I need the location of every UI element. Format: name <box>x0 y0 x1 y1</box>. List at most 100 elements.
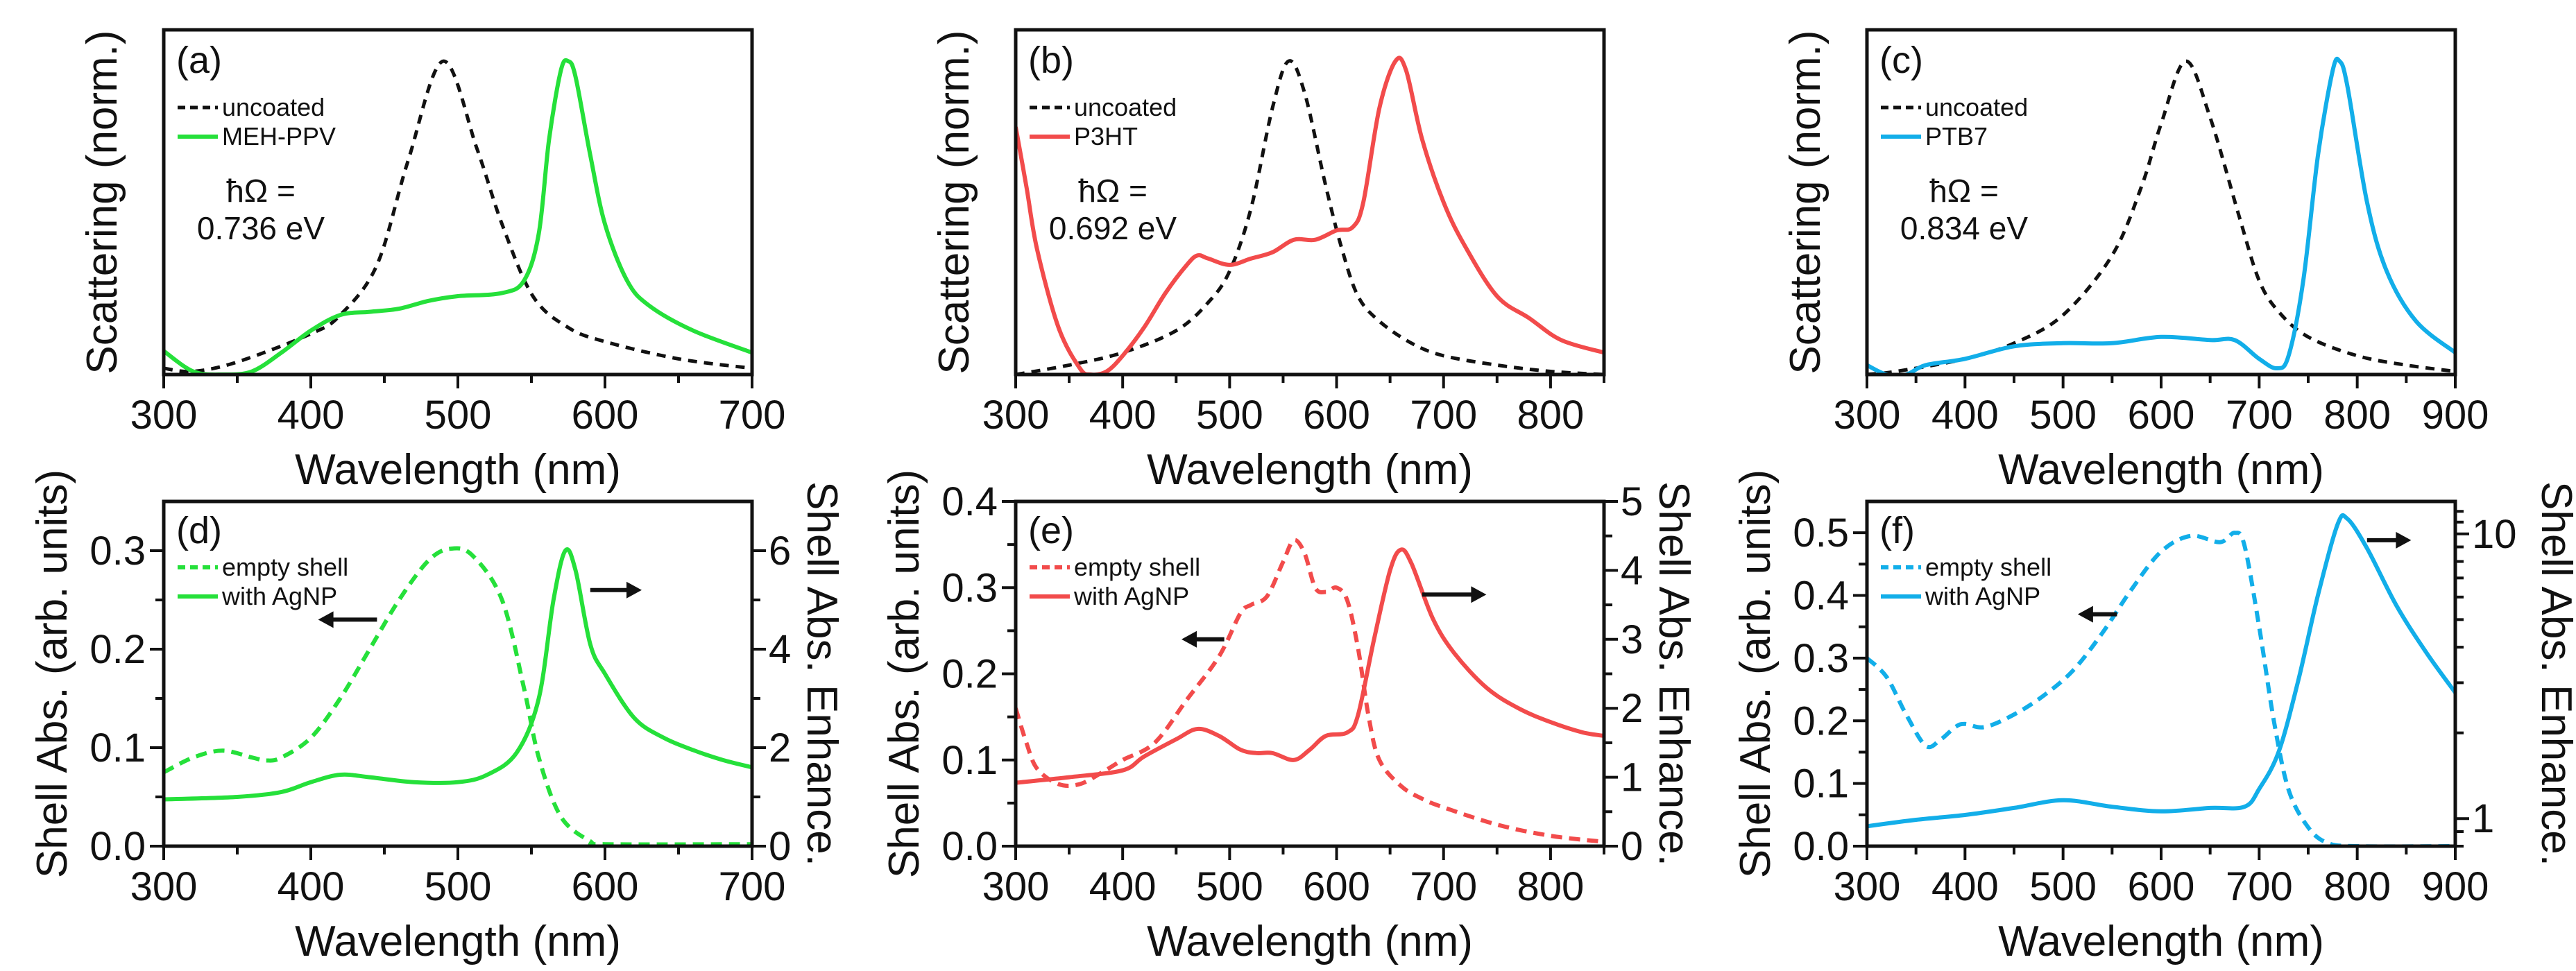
y-tick-label: 0.1 <box>1793 762 1849 807</box>
y-tick-label: 0.1 <box>89 725 146 771</box>
x-tick-label: 700 <box>719 864 786 909</box>
x-tick-label: 700 <box>1410 864 1477 909</box>
x-tick-label: 300 <box>982 393 1050 438</box>
x-tick-label: 600 <box>1303 864 1370 909</box>
y-tick-label: 0.5 <box>1793 510 1849 556</box>
x-tick-label: 900 <box>2422 393 2489 438</box>
y-tick-label: 0.0 <box>941 824 998 869</box>
rabi-splitting-label: ħΩ = <box>226 173 296 209</box>
y2-tick-label: 4 <box>769 627 791 672</box>
rabi-splitting-value: 0.736 eV <box>197 210 325 246</box>
rabi-splitting-label: ħΩ = <box>1078 173 1148 209</box>
x-axis-title: Wavelength (nm) <box>1998 446 2324 494</box>
y-tick-label: 0.4 <box>1793 574 1849 619</box>
arrowhead-icon <box>626 581 642 599</box>
series-line-empty-shell <box>1867 531 2455 846</box>
y-axis-title: Scattering (norm.) <box>78 30 126 374</box>
x-tick-label: 700 <box>719 393 786 438</box>
legend-label: empty shell <box>1925 553 2052 581</box>
legend-label: P3HT <box>1074 122 1138 151</box>
rabi-splitting-value: 0.692 eV <box>1049 210 1177 246</box>
panel-label: (b) <box>1028 40 1074 81</box>
y-axis-title: Shell Abs. (arb. units) <box>1732 470 1780 878</box>
x-tick-label: 500 <box>425 393 492 438</box>
legend-label: uncoated <box>1074 93 1177 121</box>
x-tick-label: 500 <box>2029 393 2097 438</box>
panel-d: 300 400 500 600 700 Wavelength (nm) Shell Abs.… <box>28 470 846 965</box>
panel-e: 300 400 500 600 700 800 Wavelength (nm) Shell A… <box>880 470 1698 965</box>
x-tick-label: 400 <box>1931 393 1999 438</box>
series-line-ptb7 <box>1867 56 2455 375</box>
y2-tick-label: 1 <box>1621 755 1643 800</box>
x-tick-label: 600 <box>1303 393 1370 438</box>
y2-tick-label: 1 <box>2472 796 2494 841</box>
x-axis-title: Wavelength (nm) <box>1147 446 1473 494</box>
legend-label: with AgNP <box>1925 582 2040 610</box>
rabi-splitting-value: 0.834 eV <box>1900 210 2028 246</box>
x-tick-label: 700 <box>2226 864 2293 909</box>
series-line-uncoated <box>164 59 752 374</box>
x-tick-label: 300 <box>130 864 198 909</box>
x-tick-label: 500 <box>425 864 492 909</box>
x-tick-label: 800 <box>2323 864 2391 909</box>
x-tick-label: 400 <box>278 393 345 438</box>
x-tick-label: 400 <box>1089 393 1157 438</box>
plot-frame <box>1014 28 1606 377</box>
y2-tick-label: 10 <box>2472 512 2517 557</box>
x-tick-label: 600 <box>2128 864 2195 909</box>
x-axis-title: Wavelength (nm) <box>295 446 621 494</box>
legend-label: PTB7 <box>1925 122 1988 151</box>
rabi-splitting-label: ħΩ = <box>1929 173 1999 209</box>
x-tick-label: 500 <box>1196 864 1263 909</box>
x-tick-label: 300 <box>982 864 1050 909</box>
x-tick-label: 300 <box>1834 864 1901 909</box>
y2-tick-label: 5 <box>1621 479 1643 524</box>
arrowhead-icon <box>318 611 334 628</box>
panel-a: 300 400 500 600 700 Wavelength (nm) Scattering… <box>78 28 786 494</box>
panel-label: (e) <box>1028 510 1074 551</box>
x-tick-label: 300 <box>130 393 198 438</box>
y-tick-label: 0.0 <box>1793 824 1849 869</box>
x-tick-label: 600 <box>572 393 639 438</box>
y-axis-title: Shell Abs. (arb. units) <box>880 470 928 878</box>
y2-tick-label: 6 <box>769 529 791 574</box>
series-line-uncoated <box>1867 59 2455 375</box>
arrowhead-icon <box>1471 586 1487 603</box>
y-tick-label: 0.3 <box>89 529 146 574</box>
x-tick-label: 700 <box>1410 393 1477 438</box>
y2-tick-label: 0 <box>1621 824 1643 869</box>
y2-axis-title: Shell Abs. Enhance. <box>1650 481 1698 866</box>
x-tick-label: 400 <box>1089 864 1157 909</box>
y-tick-label: 0.2 <box>89 627 146 672</box>
series-line-meh-ppv <box>164 58 752 375</box>
x-tick-label: 700 <box>2226 393 2293 438</box>
x-tick-label: 900 <box>2422 864 2489 909</box>
y2-tick-label: 2 <box>769 725 791 771</box>
series-line-empty-shell <box>164 546 752 846</box>
series-line-uncoated <box>1016 59 1604 375</box>
y-axis-title: Scattering (norm.) <box>1782 30 1829 374</box>
y2-axis-title: Shell Abs. Enhance. <box>2532 481 2576 866</box>
y-tick-label: 0.0 <box>89 824 146 869</box>
legend-label: with AgNP <box>221 582 337 610</box>
series-line-with-agnp <box>1016 547 1604 785</box>
y-tick-label: 0.1 <box>941 738 998 783</box>
x-tick-label: 400 <box>1931 864 1999 909</box>
legend-label: uncoated <box>222 93 325 121</box>
legend-label: uncoated <box>1925 93 2028 121</box>
y-tick-label: 0.3 <box>1793 636 1849 681</box>
y-tick-label: 0.2 <box>941 652 998 697</box>
series-line-with-agnp <box>164 547 752 802</box>
legend-label: with AgNP <box>1073 582 1189 610</box>
y2-tick-label: 4 <box>1621 548 1643 593</box>
panel-f: 300 400 500 600 700 800 900 Wavelength (nm) Shel… <box>1732 470 2576 965</box>
series-line-with-agnp <box>1867 513 2455 829</box>
legend-label: empty shell <box>222 553 348 581</box>
panel-label: (c) <box>1879 40 1923 81</box>
x-tick-label: 500 <box>1196 393 1263 438</box>
legend-label: MEH-PPV <box>222 122 336 151</box>
x-tick-label: 800 <box>1517 393 1585 438</box>
panel-b: 300 400 500 600 700 800 Wavelength (nm) Scatter… <box>930 28 1606 494</box>
x-tick-label: 500 <box>2029 864 2097 909</box>
